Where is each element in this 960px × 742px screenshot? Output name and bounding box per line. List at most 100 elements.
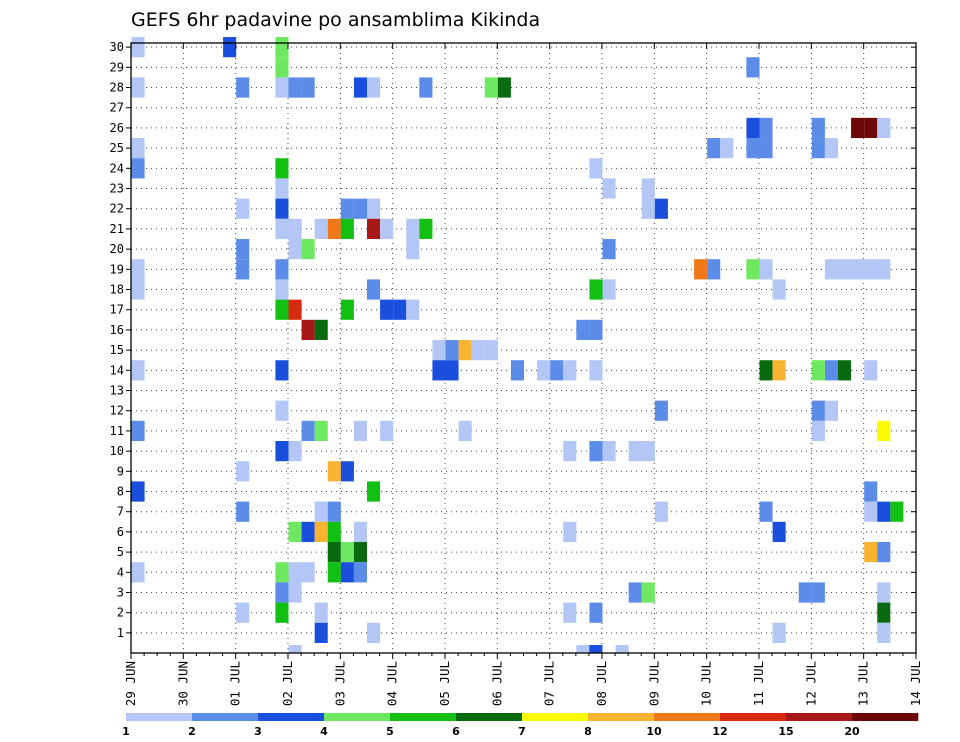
colorbar-segment xyxy=(324,713,391,721)
chart-title: GEFS 6hr padavine po ansamblima Kikinda xyxy=(131,9,540,31)
heatmap-cell xyxy=(327,461,341,482)
y-tick-label: 6 xyxy=(117,525,124,539)
heatmap-cell xyxy=(864,360,878,381)
y-tick-label: 14 xyxy=(110,363,124,377)
y-tick-label: 27 xyxy=(110,101,124,115)
heatmap-cell xyxy=(353,562,367,583)
heatmap-cell xyxy=(288,441,302,462)
heatmap-cell xyxy=(236,239,250,260)
x-tick-label: 30 JUN xyxy=(175,661,190,706)
heatmap-cell xyxy=(471,340,485,361)
colorbar-label: 5 xyxy=(386,725,394,738)
heatmap-cell xyxy=(236,77,250,98)
heatmap-cell xyxy=(864,117,878,139)
heatmap-cell xyxy=(877,117,891,139)
x-tick-label: 07 JUL xyxy=(542,661,557,706)
x-tick-label: 08 JUL xyxy=(594,661,609,706)
heatmap-cell xyxy=(393,299,407,320)
y-tick-label: 15 xyxy=(110,343,124,357)
heatmap-cell xyxy=(772,360,786,381)
heatmap-cell xyxy=(877,602,891,623)
heatmap-cell xyxy=(353,77,367,98)
colorbar-label: 15 xyxy=(778,725,793,738)
heatmap-cell xyxy=(353,198,367,219)
y-tick-label: 12 xyxy=(110,404,124,418)
heatmap-cell xyxy=(380,218,394,240)
heatmap-cell xyxy=(236,461,250,482)
x-tick-label: 03 JUL xyxy=(332,661,347,706)
heatmap-cell xyxy=(838,360,852,381)
heatmap-cell xyxy=(746,138,760,159)
heatmap-cell xyxy=(615,645,629,653)
heatmap-cell xyxy=(301,420,315,442)
x-tick-label: 29 JUN xyxy=(123,661,138,706)
colorbar-label: 8 xyxy=(584,725,592,738)
heatmap-cell xyxy=(314,622,328,643)
heatmap-cell xyxy=(864,481,878,502)
heatmap-cell xyxy=(589,158,603,179)
heatmap-cell xyxy=(654,501,668,522)
heatmap-cell xyxy=(340,218,354,240)
heatmap-cell xyxy=(824,259,838,280)
heatmap-cell xyxy=(131,279,145,300)
y-tick-label: 5 xyxy=(117,545,124,559)
x-tick-label: 11 JUL xyxy=(751,661,766,706)
heatmap-cell xyxy=(275,158,289,179)
heatmap-cell xyxy=(824,360,838,381)
heatmap-cell xyxy=(406,299,420,320)
y-tick-label: 13 xyxy=(110,384,124,398)
y-tick-label: 7 xyxy=(117,505,124,519)
heatmap-cell xyxy=(301,239,315,260)
y-tick-label: 22 xyxy=(110,202,124,216)
heatmap-cell xyxy=(314,521,328,543)
colorbar-label: 1 xyxy=(122,725,130,738)
heatmap-cell xyxy=(275,259,289,280)
heatmap-cell xyxy=(458,420,472,442)
y-tick-label: 19 xyxy=(110,262,124,276)
heatmap-cell xyxy=(707,259,721,280)
heatmap-cell xyxy=(406,218,420,240)
heatmap-cell xyxy=(589,645,603,653)
heatmap-cell xyxy=(641,178,655,199)
heatmap-cell xyxy=(131,77,145,98)
heatmap-cell xyxy=(236,501,250,522)
heatmap-cell xyxy=(275,582,289,603)
y-tick-label: 29 xyxy=(110,60,124,74)
colorbar-label: 20 xyxy=(844,725,860,738)
y-tick-label: 21 xyxy=(110,222,124,236)
heatmap-cell xyxy=(288,218,302,240)
heatmap-cell xyxy=(576,319,590,341)
heatmap-cell xyxy=(811,138,825,159)
heatmap-cell xyxy=(602,178,616,199)
y-tick-label: 16 xyxy=(110,323,124,337)
heatmap-cell xyxy=(131,360,145,381)
heatmap-cell xyxy=(275,198,289,219)
heatmap-cell xyxy=(314,602,328,623)
x-tick-label: 01 JUL xyxy=(228,661,243,706)
heatmap-cell xyxy=(131,259,145,280)
x-tick-label: 09 JUL xyxy=(646,661,661,706)
y-tick-label: 30 xyxy=(110,40,124,54)
heatmap-cell xyxy=(772,622,786,643)
colorbar-segment xyxy=(456,713,523,721)
plot-frame xyxy=(130,42,917,654)
heatmap-cell xyxy=(353,521,367,543)
heatmap-cell xyxy=(746,259,760,280)
colorbar-segment xyxy=(192,713,259,721)
colorbar-segment xyxy=(258,713,325,721)
heatmap-cell xyxy=(497,77,511,98)
y-tick-label: 3 xyxy=(117,586,124,600)
heatmap-cell xyxy=(275,602,289,623)
colorbar-segment xyxy=(852,713,919,721)
heatmap-cell xyxy=(877,582,891,603)
y-axis-tick-labels: 1234567891011121314151617181920212223242… xyxy=(110,40,124,640)
heatmap-cell xyxy=(811,360,825,381)
heatmap-cell xyxy=(275,299,289,320)
y-tick-label: 24 xyxy=(110,161,124,175)
y-tick-label: 10 xyxy=(110,444,124,458)
heatmap-cell xyxy=(275,360,289,381)
heatmap-cell xyxy=(694,259,708,280)
heatmap-cell xyxy=(131,481,145,502)
heatmap-cell xyxy=(131,562,145,583)
heatmap-cell xyxy=(327,562,341,583)
